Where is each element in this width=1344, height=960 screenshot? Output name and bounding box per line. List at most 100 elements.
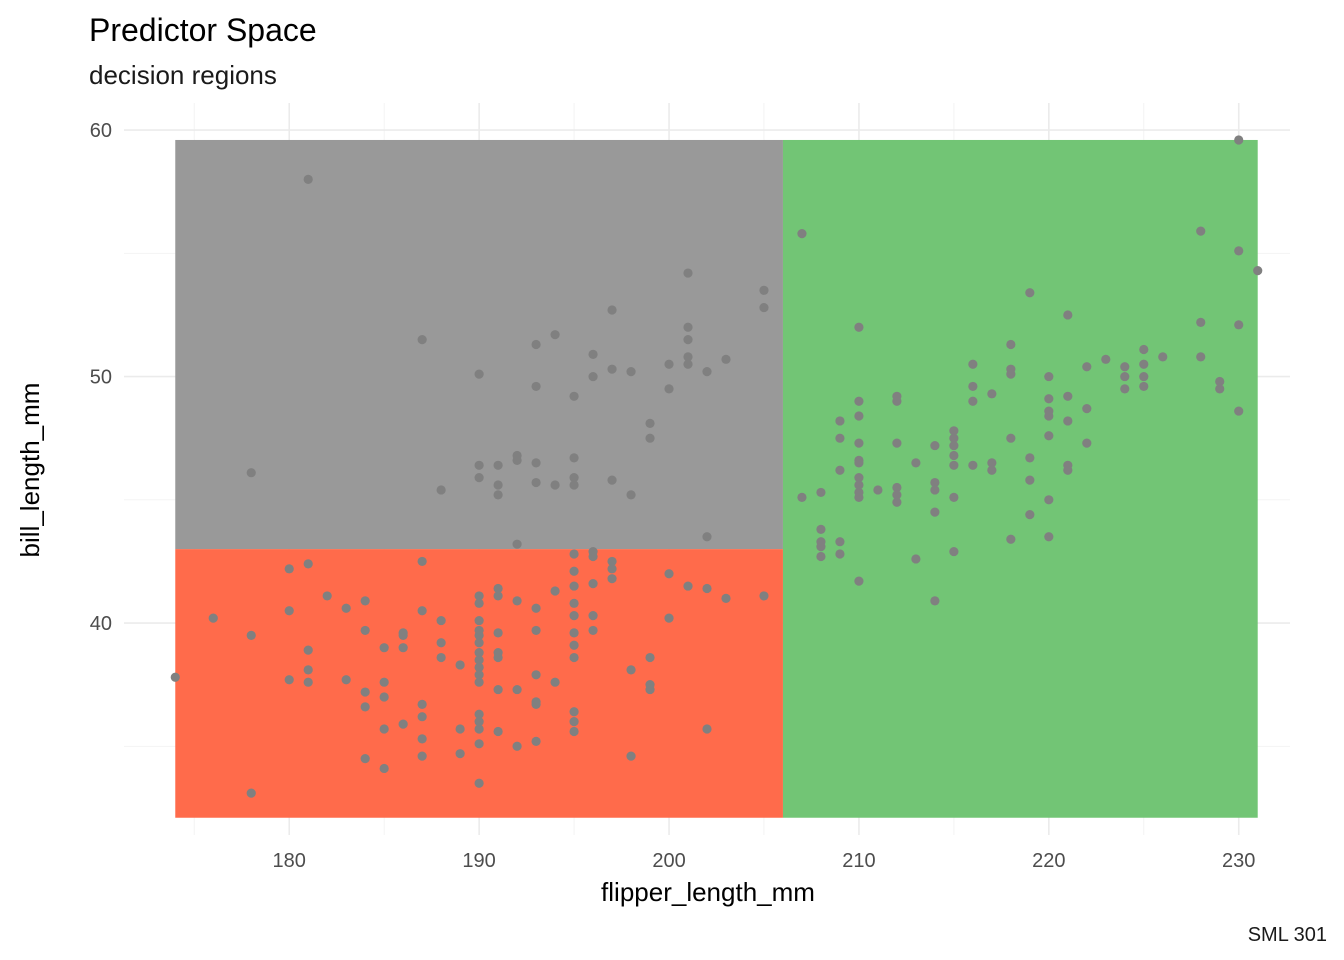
data-point xyxy=(474,670,484,680)
data-point xyxy=(531,603,541,613)
data-point xyxy=(474,717,484,727)
data-point xyxy=(892,490,902,500)
data-point xyxy=(569,652,579,663)
data-point xyxy=(854,576,864,586)
data-point xyxy=(1120,362,1130,372)
data-point xyxy=(968,460,978,470)
data-point xyxy=(531,670,541,680)
data-point xyxy=(303,677,313,687)
data-point xyxy=(208,613,218,623)
data-point xyxy=(493,652,503,663)
data-point xyxy=(607,305,617,315)
x-axis-title: flipper_length_mm xyxy=(601,877,815,907)
data-point xyxy=(550,330,560,340)
data-point xyxy=(854,480,864,490)
data-point xyxy=(835,549,845,559)
data-point xyxy=(360,702,370,712)
data-point xyxy=(1082,438,1092,448)
data-point xyxy=(512,684,522,695)
data-point xyxy=(949,433,959,443)
data-point xyxy=(683,268,693,278)
data-point xyxy=(512,596,522,606)
data-point xyxy=(968,381,978,392)
data-point xyxy=(626,490,636,500)
data-point xyxy=(949,450,959,461)
data-point xyxy=(854,322,864,332)
data-point xyxy=(531,458,541,468)
data-point xyxy=(835,416,845,426)
data-point xyxy=(645,652,655,663)
data-point xyxy=(436,652,446,663)
data-point xyxy=(1234,320,1244,330)
data-point xyxy=(797,229,807,239)
data-point xyxy=(379,692,389,702)
data-point xyxy=(588,625,598,636)
data-point xyxy=(683,352,693,362)
data-point xyxy=(607,364,617,374)
data-point xyxy=(664,569,674,579)
data-point xyxy=(493,726,503,737)
data-point xyxy=(892,497,902,507)
data-point xyxy=(1044,371,1054,382)
data-point xyxy=(417,335,427,345)
data-point xyxy=(835,537,845,547)
data-point xyxy=(1120,384,1130,394)
data-point xyxy=(493,460,503,470)
data-point xyxy=(702,367,712,377)
data-point xyxy=(930,485,940,495)
data-point xyxy=(379,643,389,653)
data-point xyxy=(1234,135,1244,145)
data-point xyxy=(531,699,541,709)
data-point xyxy=(1082,404,1092,414)
data-point xyxy=(455,660,465,670)
data-point xyxy=(892,482,902,493)
data-point xyxy=(759,591,769,601)
data-point xyxy=(1196,317,1206,327)
data-points xyxy=(170,135,1263,798)
data-point xyxy=(379,677,389,687)
data-point xyxy=(873,485,883,495)
data-point xyxy=(930,596,940,606)
data-point xyxy=(645,684,655,695)
data-point xyxy=(360,596,370,606)
data-point xyxy=(987,458,997,468)
data-point xyxy=(512,455,522,465)
y-axis-title: bill_length_mm xyxy=(15,383,45,558)
data-point xyxy=(721,593,731,603)
data-point xyxy=(360,625,370,636)
data-point xyxy=(854,492,864,502)
data-point xyxy=(569,549,579,559)
data-point xyxy=(493,583,503,594)
data-point xyxy=(398,630,408,640)
data-point xyxy=(683,322,693,332)
data-point xyxy=(569,598,579,608)
decision-region xyxy=(782,139,1258,818)
data-point xyxy=(303,645,313,655)
data-point xyxy=(664,613,674,623)
data-point xyxy=(341,675,351,685)
data-point xyxy=(1006,369,1016,379)
data-point xyxy=(569,453,579,463)
data-point xyxy=(892,396,902,406)
data-point xyxy=(664,359,674,369)
data-point xyxy=(474,369,484,379)
data-point xyxy=(1253,265,1263,276)
data-point xyxy=(911,458,921,468)
data-point xyxy=(569,611,579,621)
data-point xyxy=(1196,352,1206,362)
data-point xyxy=(474,677,484,687)
data-point xyxy=(284,675,294,685)
data-point xyxy=(1215,376,1225,387)
data-point xyxy=(569,717,579,727)
data-point xyxy=(1196,226,1206,236)
data-point xyxy=(550,480,560,490)
data-point xyxy=(303,174,313,185)
data-point xyxy=(683,359,693,369)
data-point xyxy=(493,591,503,601)
x-tick-label: 230 xyxy=(1222,850,1255,872)
data-point xyxy=(569,726,579,737)
data-point xyxy=(474,630,484,640)
data-point xyxy=(1063,310,1073,320)
data-point xyxy=(284,606,294,616)
